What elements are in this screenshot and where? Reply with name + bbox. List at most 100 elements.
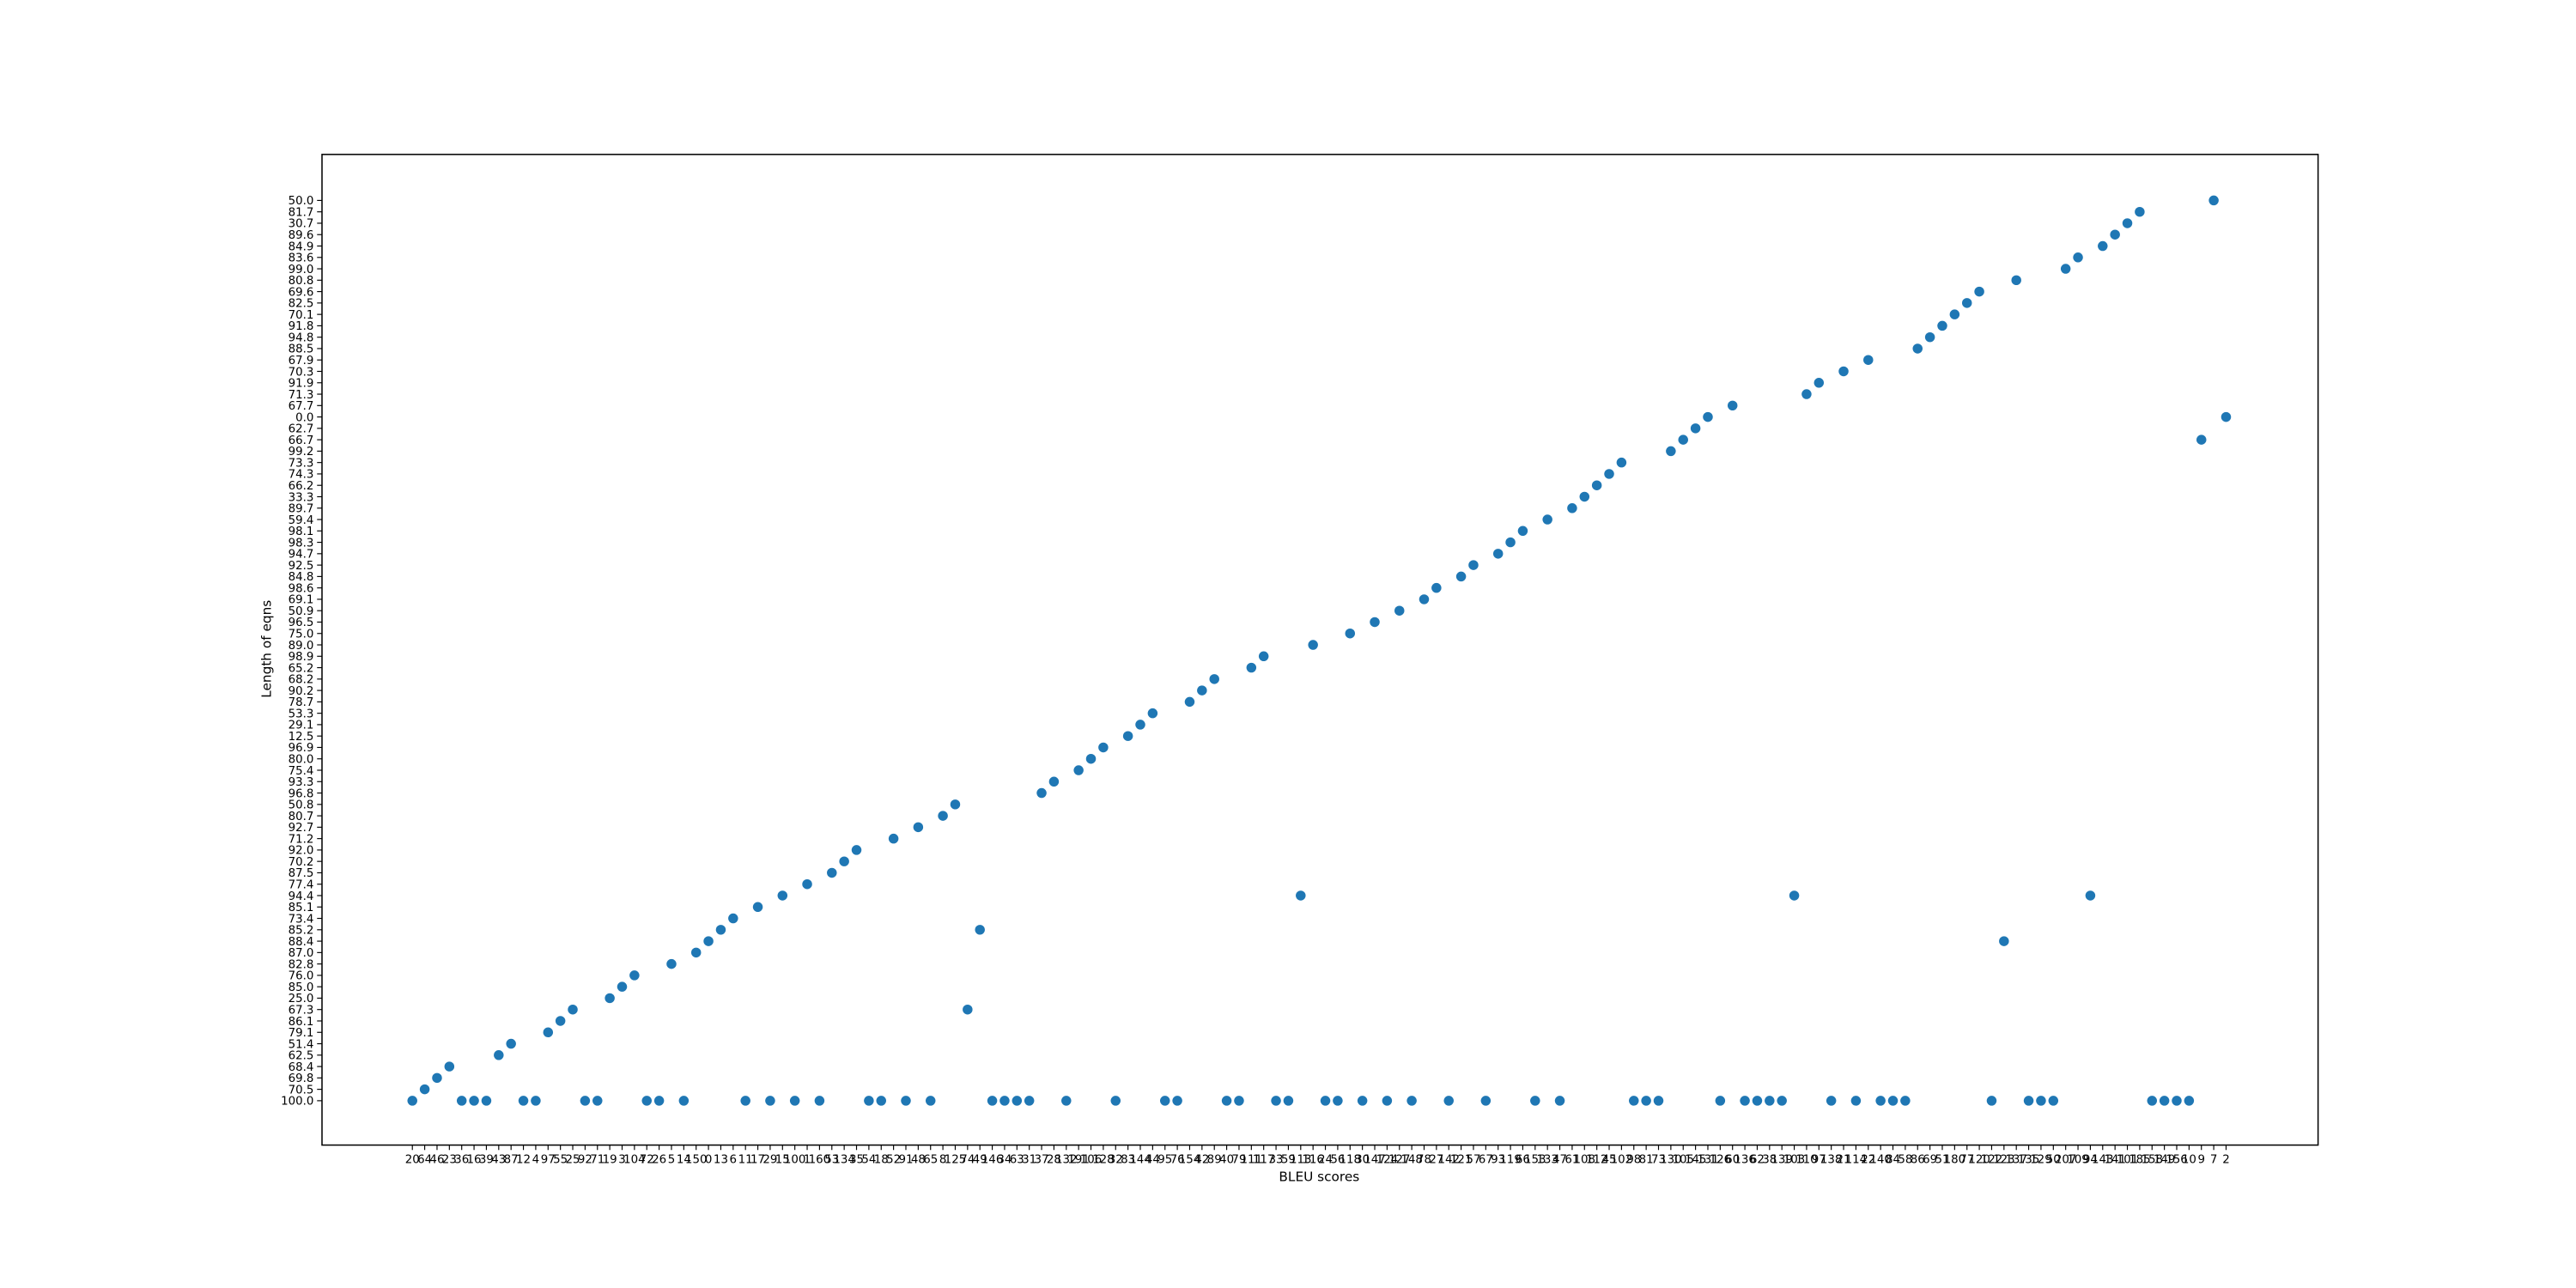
point [1505, 537, 1516, 548]
point [715, 925, 726, 935]
point [605, 993, 615, 1004]
point [1567, 503, 1577, 513]
x-tick-label: 110 [1795, 1154, 1818, 1167]
y-tick-label: 71.2 [289, 833, 314, 846]
point [1937, 320, 1947, 331]
y-tick-label: 75.0 [289, 629, 314, 641]
point [1591, 480, 1602, 490]
x-tick-label: 46 [429, 1154, 444, 1167]
x-tick-label: 16 [467, 1154, 482, 1167]
x-tick-label: 60 [1725, 1154, 1740, 1167]
point [1999, 936, 2009, 946]
x-tick-label: 45 [1602, 1154, 1617, 1167]
y-tick-label: 94.4 [289, 890, 314, 903]
y-tick-label: 53.3 [289, 708, 314, 720]
x-tick-label: 128 [1092, 1154, 1115, 1167]
point [2036, 1096, 2046, 1106]
x-tick-label: 185 [2129, 1154, 2151, 1167]
x-tick-label: 134 [833, 1154, 855, 1167]
point [2085, 890, 2096, 901]
point [1406, 1096, 1417, 1106]
point [864, 1096, 874, 1106]
y-tick-label: 80.0 [289, 754, 314, 767]
x-tick-label: 98 [1626, 1154, 1641, 1167]
y-tick-label: 76.0 [289, 970, 314, 983]
point [1246, 662, 1257, 673]
x-tick-label: 29 [762, 1154, 777, 1167]
point [1826, 1096, 1837, 1106]
point [1616, 457, 1627, 468]
point [1061, 1096, 1072, 1106]
x-tick-label: 117 [1253, 1154, 1275, 1167]
y-tick-label: 0.0 [295, 411, 313, 424]
point [1024, 1096, 1035, 1106]
x-tick-label: 109 [2067, 1154, 2089, 1167]
point [913, 822, 924, 833]
y-tick-label: 67.7 [289, 400, 314, 413]
point [2122, 218, 2133, 228]
point [2159, 1096, 2170, 1106]
x-tick-label: 103 [1783, 1154, 1806, 1167]
x-tick-label: 25 [566, 1154, 580, 1167]
point [1209, 674, 1219, 684]
y-tick-label: 73.3 [289, 457, 314, 470]
point [1308, 640, 1318, 650]
y-tick-label: 85.1 [289, 902, 314, 914]
point [1678, 434, 1688, 445]
x-tick-label: 27 [1429, 1154, 1443, 1167]
x-tick-label: 86 [1911, 1154, 1925, 1167]
point [1924, 331, 1935, 343]
y-tick-label: 70.2 [289, 856, 314, 869]
y-tick-label: 89.0 [289, 640, 314, 653]
point [703, 936, 714, 946]
x-tick-label: 14 [677, 1154, 691, 1167]
point [1135, 720, 1145, 730]
x-tick-label: 17 [750, 1154, 765, 1167]
y-tick-label: 86.1 [289, 1016, 314, 1029]
point [1048, 776, 1060, 787]
x-tick-label: 26 [652, 1154, 666, 1167]
point [1394, 605, 1405, 616]
x-tick-label: 50 [2046, 1154, 2061, 1167]
x-tick-label: 52 [886, 1154, 901, 1167]
point [1258, 651, 1269, 662]
point [851, 845, 862, 855]
point [1517, 526, 1528, 537]
point [641, 1096, 652, 1106]
y-tick-label: 90.2 [289, 685, 314, 698]
point [1159, 1096, 1170, 1106]
y-tick-label: 99.2 [289, 446, 314, 459]
y-tick-label: 12.5 [289, 731, 314, 744]
point [1715, 1096, 1726, 1106]
point [555, 1016, 566, 1026]
x-tick-label: 37 [1035, 1154, 1049, 1167]
point [1122, 731, 1133, 741]
x-tick-label: 97 [1812, 1154, 1826, 1167]
y-tick-label: 77.4 [289, 879, 314, 892]
y-tick-label: 68.4 [289, 1061, 314, 1074]
x-tick-label: 92 [578, 1154, 592, 1167]
point [1629, 1096, 1639, 1106]
point [568, 1004, 578, 1015]
x-tick-label: 97 [541, 1154, 556, 1167]
point [1073, 765, 1084, 775]
y-tick-label: 92.0 [289, 845, 314, 858]
y-tick-label: 51.4 [289, 1038, 314, 1051]
x-tick-label: 21 [1837, 1154, 1851, 1167]
x-tick-label: 47 [1552, 1154, 1567, 1167]
x-tick-label: 89 [1207, 1154, 1222, 1167]
point [518, 1096, 529, 1106]
point [1234, 1096, 1244, 1106]
x-tick-label: 94 [2083, 1154, 2098, 1167]
y-tick-label: 89.7 [289, 503, 314, 516]
point [629, 970, 640, 981]
y-tick-label: 92.5 [289, 560, 314, 573]
y-tick-label: 30.7 [289, 218, 314, 231]
x-tick-label: 56 [1330, 1154, 1345, 1167]
y-tick-label: 65.2 [289, 662, 314, 675]
x-tick-label: 40 [1219, 1154, 1234, 1167]
x-tick-label: 18 [874, 1154, 889, 1167]
x-tick-label: 13 [714, 1154, 728, 1167]
x-tick-label: 140 [1869, 1154, 1892, 1167]
point [481, 1096, 492, 1106]
